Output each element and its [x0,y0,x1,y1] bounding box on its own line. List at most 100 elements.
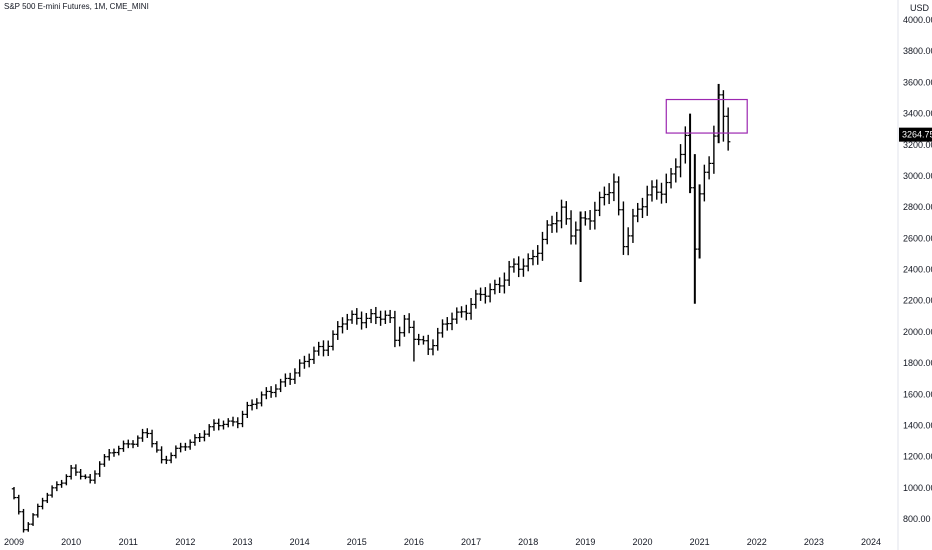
ohlc-bar [297,359,302,377]
ohlc-bar [449,312,455,331]
time-tick-label: 2016 [404,537,424,547]
ohlc-bar [649,180,655,202]
time-tick-label: 2019 [575,537,595,547]
ohlc-bar [68,464,74,480]
price-tick-label: 3600.00 [903,77,932,87]
ohlc-bar [92,470,98,484]
ohlc-bar [226,418,231,428]
price-tick-label: 1200.00 [903,452,932,462]
ohlc-bar [83,474,88,480]
ohlc-bar [692,154,698,304]
price-tick-label: 800.00 [903,514,931,524]
ohlc-bar [140,428,145,442]
ohlc-bar [535,245,540,265]
ohlc-bar [640,197,645,219]
price-tick-label: 3400.00 [903,109,932,119]
time-tick-label: 2009 [4,537,24,547]
ohlc-bar [454,307,459,324]
ohlc-bar [583,211,588,226]
ohlc-bar [16,494,21,515]
ohlc-bar [502,272,507,294]
ohlc-bar [211,419,217,431]
price-tick-label: 1800.00 [903,358,932,368]
ohlc-bar [345,313,350,330]
ohlc-bar [102,454,107,467]
time-tick-label: 2015 [347,537,367,547]
ohlc-bar [240,410,245,428]
ohlc-bar [549,215,555,233]
ohlc-bar [59,479,64,488]
ohlc-bar [207,424,212,437]
ohlc-bar [145,428,150,438]
ohlc-bar [468,297,474,320]
ohlc-bar [221,420,226,430]
currency-label: USD [910,3,930,13]
time-tick-label: 2011 [119,537,138,547]
time-tick-label: 2018 [518,537,538,547]
ohlc-bars [11,83,731,533]
ohlc-bar [540,231,545,261]
ohlc-bar [335,321,340,340]
ohlc-bar [340,317,345,334]
price-axis[interactable]: 800.00 1000.00 1200.00 1400.00 1600.00 1800.0… [899,15,932,524]
ohlc-bar [521,258,526,277]
ohlc-bar [473,289,479,309]
ohlc-bar [564,201,569,225]
ohlc-bar [54,481,60,492]
ohlc-bar [678,144,683,178]
ohlc-bar [402,314,407,337]
ohlc-bar [283,373,288,387]
ohlc-bar [216,418,221,431]
ohlc-bar [464,304,469,321]
ohlc-bar [392,310,398,348]
highlight-box[interactable] [665,98,748,134]
ohlc-bar [635,202,640,223]
ohlc-bar [706,156,712,180]
time-tick-label: 2023 [804,537,824,547]
ohlc-bar [602,186,607,206]
ohlc-bar [526,253,531,272]
ohlc-bar [687,113,693,194]
svg-text:3264.75: 3264.75 [902,130,932,140]
ohlc-bar [378,310,383,326]
ohlc-bar [725,107,731,151]
ohlc-bar [592,201,598,230]
ohlc-bar [630,208,636,243]
time-axis[interactable]: 2009 2010 2011 2012 2013 2014 2015 2016 2017 2018… [4,537,881,547]
price-tick-label: 2800.00 [903,202,932,212]
ohlc-bar [511,258,517,273]
ohlc-bar [302,355,307,369]
ohlc-bar [245,401,250,419]
ohlc-bar [406,313,412,334]
ohlc-bar [354,308,359,325]
ohlc-bar [235,417,240,429]
last-price-label: 3264.75 [899,127,932,142]
ohlc-bar [497,277,502,294]
ohlc-bar [164,455,169,465]
ohlc-bar [426,334,431,355]
ohlc-bar [659,182,664,204]
ohlc-bar [173,445,179,459]
ohlc-bar [35,503,41,518]
ohlc-bar [373,306,379,325]
ohlc-bar [40,497,45,510]
time-tick-label: 2021 [690,537,710,547]
time-tick-label: 2014 [290,537,310,547]
ohlc-bar [621,201,626,255]
ohlc-bar [30,513,36,526]
ohlc-bar [130,440,136,449]
ohlc-bar [359,311,364,330]
ohlc-bar [368,308,374,324]
ohlc-bar [326,340,331,357]
ohlc-bar [606,183,612,205]
ohlc-bar [645,185,650,216]
ohlc-bar [411,320,417,362]
price-tick-label: 2600.00 [903,233,932,243]
ohlc-bar [573,221,579,245]
time-tick-label: 2012 [175,537,195,547]
ohlc-bar [107,449,112,461]
ohlc-bar [530,249,536,266]
ohlc-bar [273,384,279,398]
ohlc-bar [654,179,659,200]
